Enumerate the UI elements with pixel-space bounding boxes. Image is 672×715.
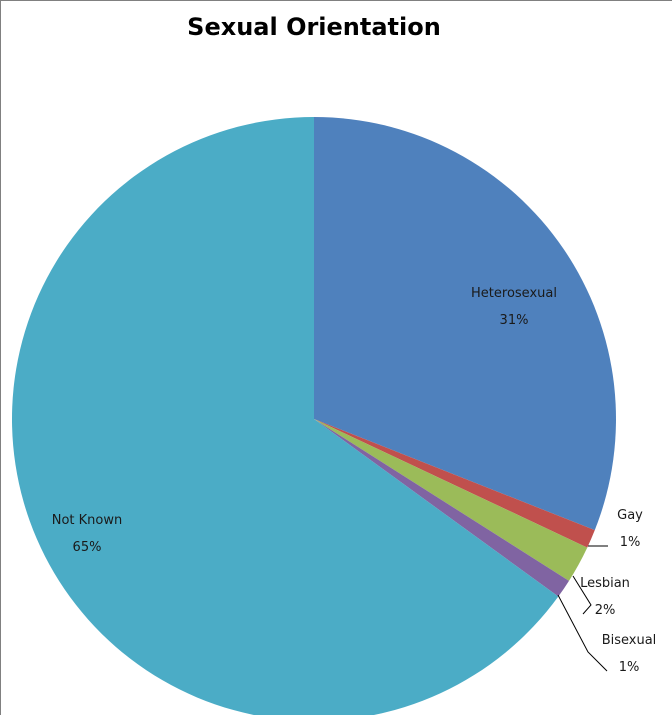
pie-slice-heterosexual (314, 117, 616, 531)
pie-slice-bisexual (314, 419, 569, 597)
pie-slice-lesbian (314, 419, 588, 581)
data-label-not-known: Not Known (52, 513, 123, 528)
data-value-lesbian: 2% (595, 603, 616, 618)
chart-title: Sexual Orientation (187, 13, 441, 41)
data-label-gay: Gay (617, 508, 643, 523)
data-value-not-known: 65% (73, 540, 102, 555)
leader-line-lesbian (572, 575, 592, 615)
data-value-heterosexual: 31% (500, 313, 529, 328)
data-label-bisexual: Bisexual (602, 633, 657, 648)
leader-line-bisexual (557, 594, 608, 672)
data-label-heterosexual: Heterosexual (471, 286, 557, 301)
data-value-bisexual: 1% (619, 660, 640, 675)
pie-slice-not-known (11, 117, 559, 715)
pie-slice-gay (314, 419, 595, 548)
data-label-lesbian: Lesbian (580, 576, 630, 591)
data-value-gay: 1% (620, 535, 641, 550)
